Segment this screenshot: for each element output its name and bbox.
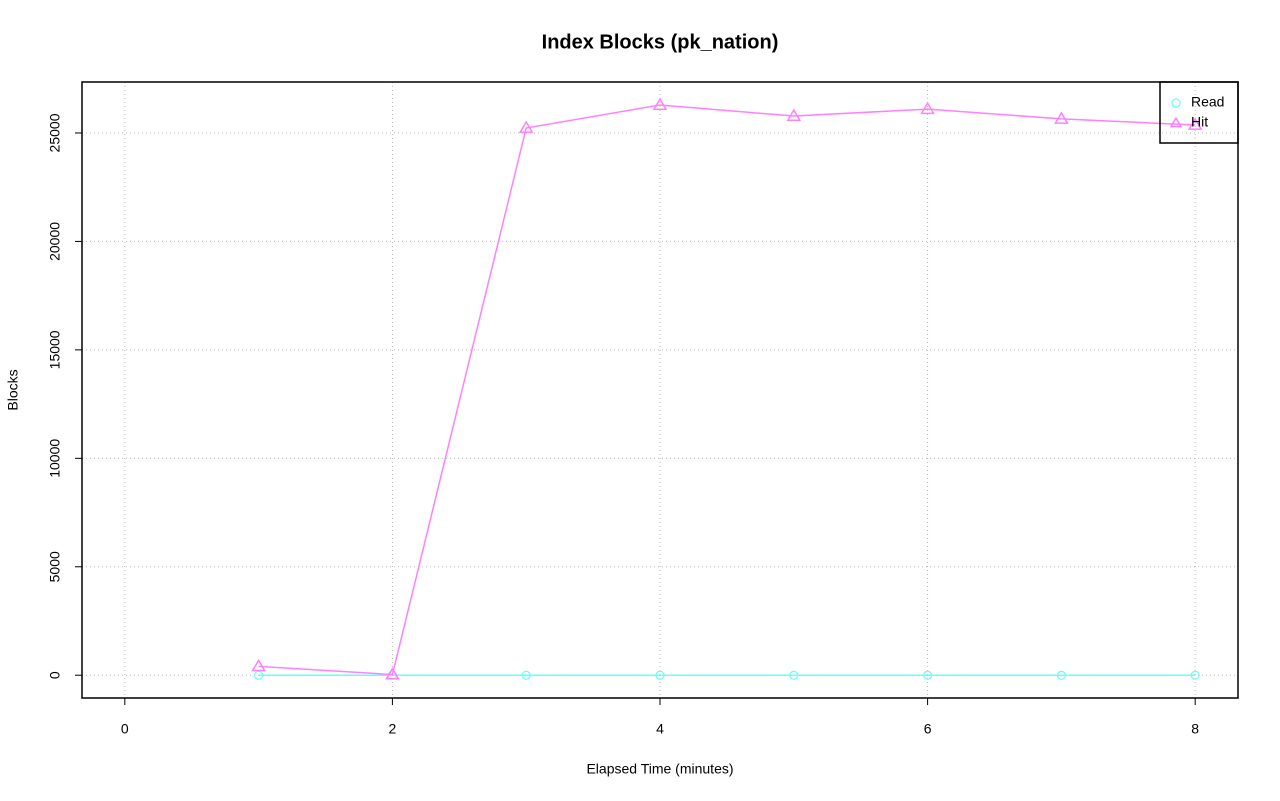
triangle-marker: [1054, 111, 1069, 124]
y-tick-label: 25000: [47, 113, 63, 152]
legend-box: [1159, 81, 1239, 144]
circle-marker: [655, 670, 665, 680]
triangle-marker: [518, 120, 534, 133]
y-tick-label: 15000: [47, 330, 63, 369]
triangle-marker: [920, 101, 935, 115]
triangle-marker: [652, 97, 668, 110]
x-axis-label: Elapsed Time (minutes): [586, 761, 733, 777]
legend-label: Hit: [1191, 114, 1208, 130]
y-tick-label: 20000: [47, 222, 63, 261]
x-tick-label: 4: [656, 721, 664, 737]
legend-label: Read: [1191, 94, 1224, 110]
y-tick-label: 10000: [47, 439, 63, 478]
circle-marker: [922, 670, 933, 680]
circle-marker: [1056, 670, 1066, 680]
x-tick-label: 2: [389, 721, 397, 737]
x-tick-label: 8: [1191, 721, 1199, 737]
x-tick-label: 0: [121, 721, 129, 737]
circle-marker: [1190, 670, 1200, 680]
x-tick-label: 6: [924, 721, 932, 737]
chart-title: Index Blocks (pk_nation): [542, 31, 779, 53]
legend-symbol: [1169, 116, 1183, 128]
legend-symbol: [1171, 98, 1181, 108]
plot-frame: [81, 81, 1239, 699]
circle-marker: [789, 670, 799, 680]
y-tick-label: 0: [47, 671, 63, 679]
y-axis-label: Blocks: [5, 369, 21, 410]
triangle-marker: [1187, 117, 1203, 130]
triangle-marker: [786, 108, 802, 122]
series-line: [258, 104, 1196, 676]
triangle-marker: [385, 667, 400, 680]
triangle-marker: [251, 658, 266, 672]
circle-marker: [521, 670, 531, 680]
y-tick-label: 5000: [47, 551, 63, 582]
